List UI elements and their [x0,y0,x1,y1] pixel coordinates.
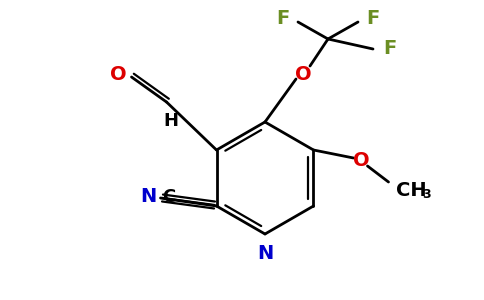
Text: F: F [277,10,290,28]
Text: N: N [257,244,273,263]
Text: H: H [163,112,178,130]
Text: F: F [366,10,379,28]
Text: O: O [353,151,370,169]
Text: O: O [110,65,126,85]
Text: 3: 3 [423,188,431,202]
Text: C: C [162,188,175,206]
Text: N: N [140,187,157,206]
Text: CH: CH [396,181,427,200]
Text: O: O [295,64,311,83]
Text: F: F [383,40,396,58]
